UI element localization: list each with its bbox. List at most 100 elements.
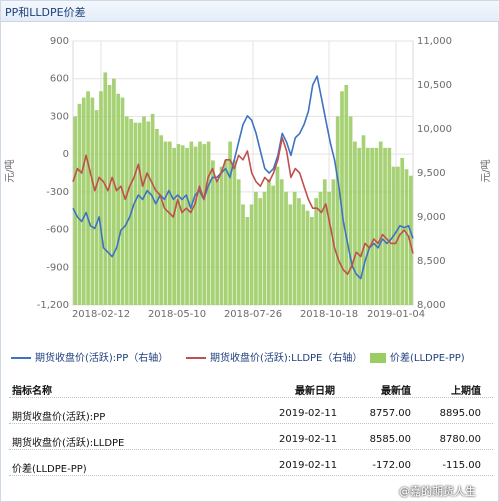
spread-bar <box>245 217 250 305</box>
left-tick-label: -1,200 <box>37 300 69 311</box>
spread-bar <box>124 116 129 305</box>
spread-bar <box>99 91 103 306</box>
spread-bar <box>185 147 189 305</box>
spread-bar <box>258 198 263 305</box>
header-prev: 上期值 <box>451 386 481 397</box>
row-divider <box>9 449 493 450</box>
x-tick-label: 2018-07-26 <box>224 309 282 320</box>
header-latest: 最新值 <box>381 386 411 397</box>
right-tick-label: 9,000 <box>417 212 446 223</box>
spread-bar <box>176 144 181 305</box>
spread-bar <box>133 122 138 305</box>
spread-bar <box>292 191 297 305</box>
spread-bar <box>219 166 224 305</box>
spread-bar <box>348 116 353 305</box>
spread-bar <box>193 146 198 305</box>
spread-bar <box>241 204 245 305</box>
spread-bar <box>73 116 78 305</box>
spread-bar <box>254 191 258 305</box>
spread-bar <box>383 147 387 305</box>
spread-bar <box>327 191 331 305</box>
spread-bar <box>301 204 306 305</box>
x-tick-label: 2018-05-10 <box>148 309 206 320</box>
table-row: 价差(LLDPE-PP) 2019-02-11 -172.00 -115.00 <box>9 454 493 476</box>
table-header-row: 指标名称 最新日期 最新值 上期值 <box>9 376 493 398</box>
spread-bar <box>322 179 327 305</box>
spread-bar <box>275 166 280 305</box>
spread-bar <box>314 198 319 305</box>
legend-line-pp-icon <box>11 357 31 359</box>
spread-bar <box>387 147 392 305</box>
legend-label-lldpe: 期货收盘价(活跃):LLDPE（右轴） <box>210 353 363 364</box>
spread-bar <box>146 121 151 305</box>
right-tick-label: 8,000 <box>417 300 446 311</box>
spread-bar <box>228 141 232 305</box>
spread-bar <box>378 141 383 305</box>
spread-bar <box>353 141 357 305</box>
spread-bar <box>297 198 301 305</box>
right-tick-label: 8,500 <box>417 256 446 267</box>
spread-bar <box>310 217 314 305</box>
x-tick-label: 2019-01-04 <box>367 309 425 320</box>
chart-legend: 期货收盘价(活跃):PP（右轴） 期货收盘价(活跃):LLDPE（右轴） 价差(… <box>1 345 499 367</box>
spread-bar <box>103 72 108 305</box>
spread-bar <box>223 160 228 305</box>
spread-bar <box>340 91 344 306</box>
legend-item-spread[interactable]: 价差(LLDPE-PP) <box>370 349 465 364</box>
row-prev: 8780.00 <box>439 434 481 445</box>
spread-bar <box>279 179 284 305</box>
right-tick-label: 9,500 <box>417 168 446 179</box>
right-axis-ticks: 11,000 10,500 10,000 9,500 9,000 8,500 8,000 <box>417 36 452 311</box>
spread-bar <box>90 97 95 305</box>
row-divider <box>9 423 493 424</box>
row-latest: 8757.00 <box>369 408 411 419</box>
spread-bar <box>215 179 220 305</box>
spread-bar <box>163 141 168 305</box>
spread-bar <box>202 144 207 305</box>
row-name: 期货收盘价(活跃):LLDPE <box>12 438 125 449</box>
row-date: 2019-02-11 <box>279 408 338 419</box>
spread-bar <box>249 204 254 305</box>
legend-item-lldpe[interactable]: 期货收盘价(活跃):LLDPE（右轴） <box>186 349 362 364</box>
row-latest: -172.00 <box>372 460 411 471</box>
spread-bar <box>150 113 155 306</box>
right-axis-label: 元/吨 <box>479 159 492 182</box>
spread-bar <box>112 78 116 305</box>
pp-price-line <box>72 75 414 280</box>
spread-bar <box>206 141 211 305</box>
spread-bar <box>81 97 86 305</box>
legend-label-pp: 期货收盘价(活跃):PP（右轴） <box>35 353 169 364</box>
table-row: 期货收盘价(活跃):LLDPE 2019-02-11 8585.00 8780.… <box>9 428 493 450</box>
spread-bar <box>116 93 121 305</box>
spread-bar <box>107 85 112 305</box>
header-date: 最新日期 <box>295 386 335 397</box>
legend-item-pp[interactable]: 期货收盘价(活跃):PP（右轴） <box>11 349 168 364</box>
left-tick-label: -600 <box>46 225 69 236</box>
spread-bar <box>344 85 349 305</box>
panel-header: PP和LLDPE价差 <box>1 1 499 22</box>
left-tick-label: 0 <box>63 149 69 160</box>
row-date: 2019-02-11 <box>279 434 338 445</box>
legend-line-lldpe-icon <box>186 357 206 359</box>
lldpe-price-line <box>72 137 414 275</box>
spread-bar <box>262 191 267 305</box>
spread-bar <box>361 135 366 305</box>
spread-bar <box>404 169 409 305</box>
spread-bar <box>155 129 159 305</box>
left-axis-ticks: 900 600 300 0 -300 -600 -900 -1,200 <box>37 36 69 311</box>
spread-bar <box>172 147 176 305</box>
row-prev: 8895.00 <box>439 408 481 419</box>
right-tick-label: 10,000 <box>417 124 452 135</box>
spread-bar <box>408 175 413 305</box>
x-tick-label: 2018-02-12 <box>72 309 130 320</box>
panel-title: PP和LLDPE价差 <box>5 6 86 19</box>
spread-bar <box>137 122 142 305</box>
spread-bar <box>77 103 82 305</box>
spread-bar <box>180 145 185 305</box>
left-tick-label: 300 <box>50 111 69 122</box>
right-tick-label: 11,000 <box>417 36 452 47</box>
spread-bar <box>211 160 215 305</box>
chart-area: 900 600 300 0 -300 -600 -900 -1,200 11,000 10,50… <box>1 21 499 336</box>
spread-bar <box>370 147 374 305</box>
